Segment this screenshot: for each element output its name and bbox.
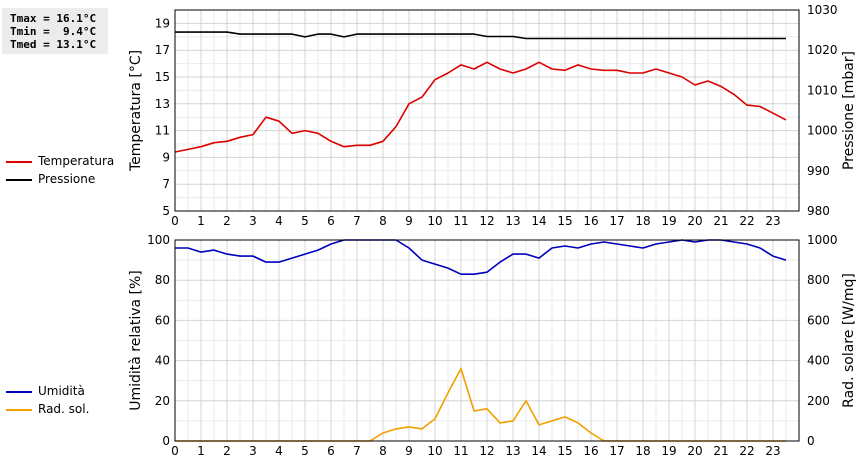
top-x-tick-label: 6	[327, 214, 335, 228]
top-y2-tick-label: 1000	[807, 124, 838, 138]
bottom-x-tick-label: 14	[531, 444, 546, 458]
top-y-tick-label: 7	[162, 177, 170, 191]
top-x-tick-label: 0	[171, 214, 179, 228]
top-y2-tick-label: 990	[807, 164, 830, 178]
top-x-tick-label: 1	[197, 214, 205, 228]
bottom-y-axis-title: Umidità relativa [%]	[128, 270, 144, 411]
top-y2-tick-label: 1030	[807, 3, 838, 17]
bottom-x-tick-label: 12	[479, 444, 494, 458]
series-line-rad-sol	[175, 367, 786, 442]
top-x-tick-label: 18	[635, 214, 650, 228]
top-y-tick-label: 17	[155, 43, 170, 57]
bottom-x-tick-label: 4	[275, 444, 283, 458]
top-x-tick-label: 15	[557, 214, 572, 228]
top-x-tick-label: 23	[765, 214, 780, 228]
bottom-x-tick-label: 8	[379, 444, 387, 458]
top-y-tick-label: 15	[155, 70, 170, 84]
bottom-x-tick-label: 15	[557, 444, 572, 458]
bottom-y-tick-label: 40	[155, 354, 170, 368]
bottom-y-tick-label: 60	[155, 313, 170, 327]
bottom-plot-frame	[174, 239, 800, 442]
bottom-x-tick-label: 20	[687, 444, 702, 458]
bottom-y2-tick-label: 400	[807, 354, 830, 368]
bottom-x-tick-label: 0	[171, 444, 179, 458]
legend-line-pressione	[6, 179, 32, 181]
top-x-tick-label: 13	[505, 214, 520, 228]
top-x-tick-label: 20	[687, 214, 702, 228]
bottom-y2-tick-label: 0	[807, 434, 815, 448]
top-y2-tick-label: 980	[807, 204, 830, 218]
bottom-y-tick-label: 20	[155, 394, 170, 408]
top-x-tick-label: 4	[275, 214, 283, 228]
top-plot-frame	[174, 9, 800, 212]
top-y-tick-label: 9	[162, 150, 170, 164]
bottom-y2-tick-label: 200	[807, 394, 830, 408]
top-x-tick-label: 10	[427, 214, 442, 228]
bottom-x-tick-label: 7	[353, 444, 361, 458]
series-line-umidit	[175, 239, 787, 276]
bottom-x-tick-label: 6	[327, 444, 335, 458]
top-y2-tick-label: 1010	[807, 83, 838, 97]
bottom-x-tick-label: 18	[635, 444, 650, 458]
legend-line-umidita	[6, 391, 32, 393]
top-x-tick-label: 3	[249, 214, 257, 228]
bottom-y2-tick-label: 600	[807, 313, 830, 327]
tmed-text: Tmed = 13.1°C	[10, 38, 97, 51]
tmax-text: Tmax = 16.1°C	[10, 12, 97, 25]
bottom-x-tick-label: 19	[661, 444, 676, 458]
bottom-x-tick-label: 16	[583, 444, 598, 458]
series-line-temperatura	[174, 61, 787, 153]
bottom-x-tick-label: 23	[765, 444, 780, 458]
top-x-tick-label: 22	[739, 214, 754, 228]
top-y2-tick-label: 1020	[807, 43, 838, 57]
bottom-x-tick-label: 13	[505, 444, 520, 458]
top-y-tick-label: 19	[155, 16, 170, 30]
bottom-y-tick-label: 100	[147, 233, 170, 247]
bottom-x-tick-label: 5	[301, 444, 309, 458]
top-y2-axis-title: Pressione [mbar]	[841, 51, 857, 170]
top-y-tick-label: 5	[162, 204, 170, 218]
bottom-y2-tick-label: 1000	[807, 233, 838, 247]
top-x-tick-label: 11	[453, 214, 468, 228]
top-y-tick-label: 13	[155, 97, 170, 111]
series-line-pressione	[175, 31, 786, 40]
bottom-x-tick-label: 22	[739, 444, 754, 458]
bottom-x-tick-label: 21	[713, 444, 728, 458]
top-x-tick-label: 7	[353, 214, 361, 228]
tmin-text: Tmin = 9.4°C	[10, 25, 97, 38]
top-x-tick-label: 9	[405, 214, 413, 228]
legend-line-temperatura	[6, 161, 32, 163]
temperature-stats-box: Tmax = 16.1°C Tmin = 9.4°C Tmed = 13.1°C	[2, 8, 108, 54]
top-x-tick-label: 21	[713, 214, 728, 228]
bottom-x-tick-label: 9	[405, 444, 413, 458]
bottom-x-tick-label: 1	[197, 444, 205, 458]
legend-label-rad-sol: Rad. sol.	[38, 402, 90, 416]
top-x-tick-label: 12	[479, 214, 494, 228]
bottom-x-tick-label: 17	[609, 444, 624, 458]
bottom-x-tick-label: 10	[427, 444, 442, 458]
bottom-y2-tick-label: 800	[807, 273, 830, 287]
top-y-axis-title: Temperatura [°C]	[128, 50, 144, 172]
top-y-tick-label: 11	[155, 124, 170, 138]
top-x-tick-label: 5	[301, 214, 309, 228]
top-x-tick-label: 17	[609, 214, 624, 228]
legend-label-pressione: Pressione	[38, 172, 96, 186]
top-x-tick-label: 16	[583, 214, 598, 228]
top-x-tick-label: 14	[531, 214, 546, 228]
bottom-y-tick-label: 0	[162, 434, 170, 448]
top-x-tick-label: 19	[661, 214, 676, 228]
bottom-y-tick-label: 80	[155, 273, 170, 287]
bottom-y2-axis-title: Rad. solare [W/mq]	[841, 273, 857, 408]
bottom-x-tick-label: 3	[249, 444, 257, 458]
legend-label-temperatura: Temperatura	[38, 154, 115, 168]
top-x-tick-label: 8	[379, 214, 387, 228]
legend-line-rad-sol	[6, 409, 32, 411]
top-x-tick-label: 2	[223, 214, 231, 228]
bottom-x-tick-label: 11	[453, 444, 468, 458]
legend-label-umidita: Umidità	[38, 384, 85, 398]
bottom-x-tick-label: 2	[223, 444, 231, 458]
